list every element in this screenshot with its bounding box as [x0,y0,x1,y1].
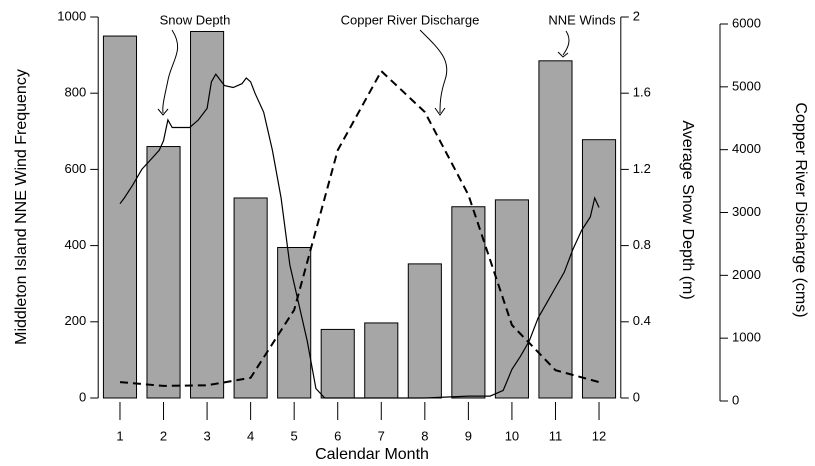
x-tick-label: 12 [592,428,606,443]
annotation: Copper River Discharge [341,12,480,27]
bar [451,206,486,399]
x-tick-label: 6 [334,428,341,443]
y3-tick-label: 3000 [732,204,761,219]
y-tick-label: 1000 [57,8,86,23]
y2-axis-label: Average Snow Depth (m) [679,120,696,299]
bar [146,146,181,399]
x-tick-label: 1 [116,428,123,443]
y2-tick-label: 0.8 [633,237,651,252]
bar [190,30,225,399]
dashed-line [119,69,600,387]
x-tick-label: 11 [549,428,563,443]
annotation: NNE Winds [548,12,616,27]
y3-tick-label: 5000 [732,78,761,93]
bar [494,199,529,399]
x-tick-label: 5 [291,428,298,443]
bar [407,263,442,399]
y-tick-label: 400 [64,237,86,252]
x-tick-label: 9 [465,428,472,443]
arrow [162,29,179,114]
bar [581,139,617,399]
y2-tick-label: 0.4 [633,313,651,328]
bar [364,322,399,399]
y2-tick-label: 0 [633,389,640,404]
x-tick-label: 8 [421,428,428,443]
x-tick-label: 10 [505,428,519,443]
y3-tick-label: 2000 [732,267,761,282]
y-tick-label: 200 [64,313,86,328]
y-axis-label: Middleton Island NNE Wind Frequency [13,69,30,345]
y-tick-label: 600 [64,161,86,176]
arrow-head [434,107,446,116]
y2-tick-label: 2 [633,8,640,23]
bar [233,197,268,399]
x-tick-label: 3 [203,428,210,443]
bar [538,60,573,399]
arrow [419,29,448,114]
x-tick-label: 7 [378,428,385,443]
annotation: Snow Depth [160,12,231,27]
x-tick-label: 2 [160,428,167,443]
y-tick-label: 800 [64,85,86,100]
y3-tick-label: 4000 [732,141,761,156]
y-tick-label: 0 [79,389,86,404]
line [119,73,600,399]
y3-tick-label: 1000 [732,330,761,345]
y3-axis-label: Copper River Discharge (cms) [792,102,809,317]
arrow-head [557,51,569,58]
y3-tick-label: 6000 [732,15,761,30]
arrow [562,30,570,56]
x-tick-label: 4 [247,428,254,443]
y2-tick-label: 1.6 [633,85,651,100]
arrow-head [157,108,169,116]
annotation-arrows [157,29,570,116]
x-axis-label: Calendar Month [315,446,429,463]
y3-tick-label: 0 [732,392,739,407]
y2-tick-label: 1.2 [633,161,651,176]
bar [102,35,138,399]
bar [320,328,355,399]
